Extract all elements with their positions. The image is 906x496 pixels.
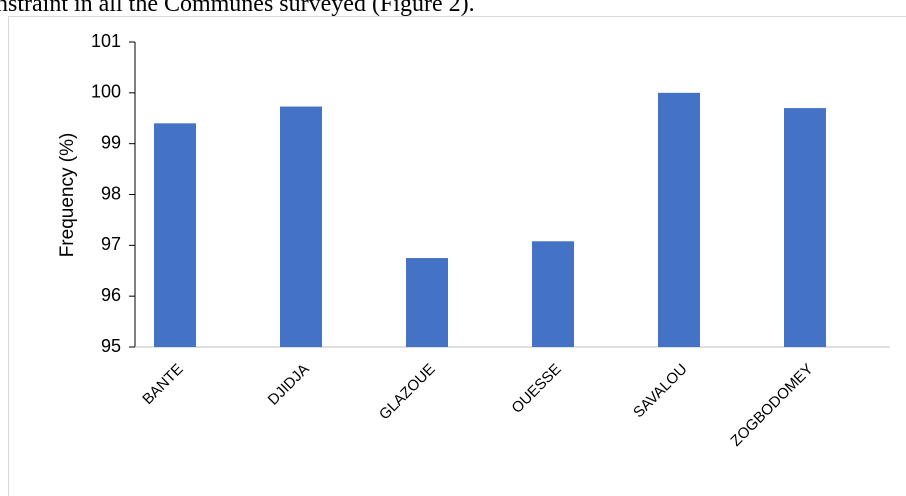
- y-tick-label: 98: [101, 183, 121, 203]
- y-tick-label: 101: [91, 31, 121, 51]
- x-tick-label: GLAZOUE: [376, 361, 439, 424]
- y-tick-label: 96: [101, 285, 121, 305]
- y-tick-label: 97: [101, 234, 121, 254]
- x-tick-label: DJIDJA: [265, 361, 313, 409]
- y-tick-label: 95: [101, 336, 121, 356]
- body-text: nstraint in all the Communes surveyed (F…: [0, 0, 475, 17]
- x-tick-label: ZOGBODOMEY: [727, 361, 816, 450]
- bar: [532, 241, 574, 347]
- x-tick-label: BANTE: [139, 361, 186, 408]
- bar: [406, 258, 448, 347]
- bar: [658, 92, 700, 347]
- chart-frame: [8, 16, 906, 496]
- y-tick-label: 100: [91, 82, 121, 102]
- bar: [784, 108, 826, 347]
- bar: [154, 123, 196, 347]
- x-tick-label: SAVALOU: [630, 361, 691, 422]
- y-tick-label: 99: [101, 132, 121, 152]
- bar: [280, 106, 322, 347]
- x-tick-label: OUESSE: [508, 361, 564, 417]
- y-axis-label: Frequency (%): [57, 133, 78, 258]
